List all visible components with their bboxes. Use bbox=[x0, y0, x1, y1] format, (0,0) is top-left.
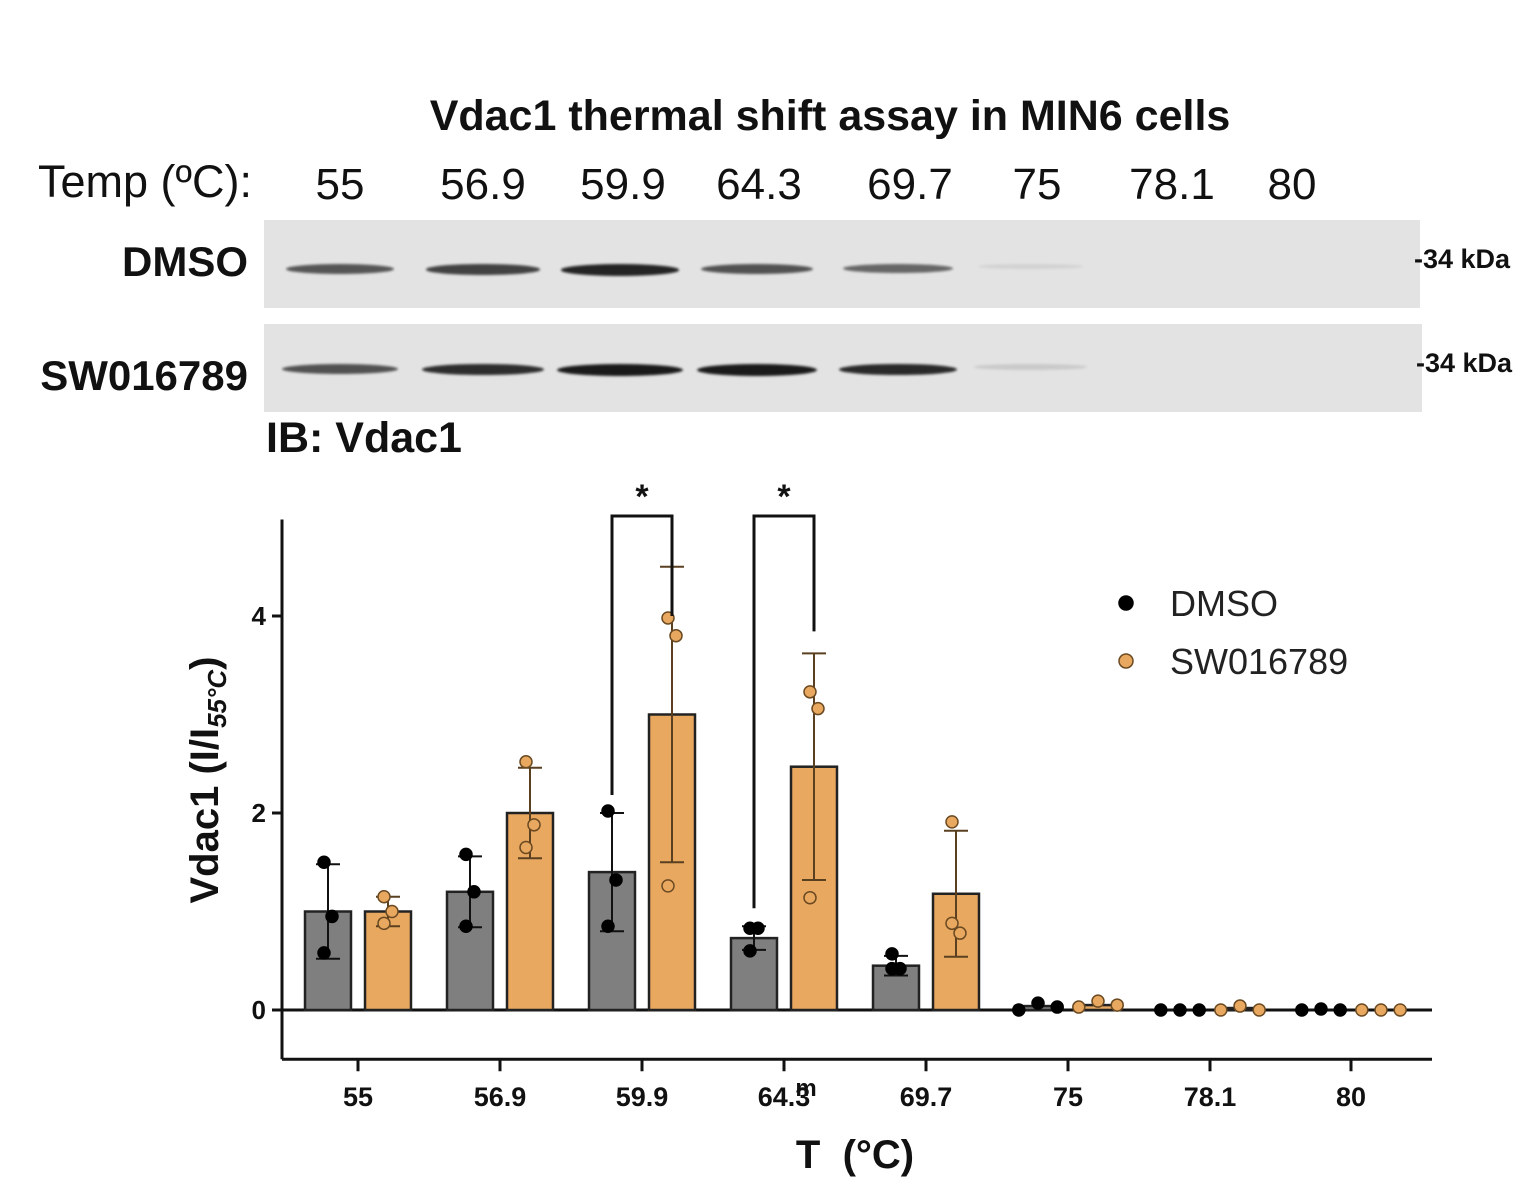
data-point bbox=[743, 944, 757, 958]
data-point bbox=[519, 755, 533, 769]
lane-temp-5: 69.7 bbox=[867, 160, 953, 209]
blot-row-label-sw016789: SW016789 bbox=[40, 352, 248, 399]
legend-marker bbox=[1118, 653, 1134, 669]
data-point bbox=[1192, 1003, 1206, 1017]
x-tick-label: 78.1 bbox=[1184, 1082, 1237, 1112]
data-point bbox=[811, 701, 825, 716]
data-point bbox=[1393, 1003, 1407, 1017]
immunoblot-label: IB: Vdac1 bbox=[266, 414, 462, 462]
data-point bbox=[1314, 1002, 1328, 1016]
data-point bbox=[317, 946, 331, 960]
blot-strip-sw016789 bbox=[264, 324, 1422, 412]
data-point bbox=[1214, 1003, 1228, 1017]
legend-label: SW016789 bbox=[1170, 641, 1348, 682]
x-tick-label: 55 bbox=[343, 1082, 373, 1112]
data-point bbox=[803, 890, 817, 905]
x-tick-label: 80 bbox=[1336, 1082, 1366, 1112]
x-axis-label: T (°C) bbox=[796, 1133, 914, 1177]
x-tick-label: 56.9 bbox=[474, 1082, 527, 1112]
data-point bbox=[803, 685, 817, 699]
data-point bbox=[1012, 1003, 1026, 1017]
y-axis-label: Vdac1 (I/I55°C) bbox=[183, 656, 232, 903]
data-point bbox=[519, 840, 533, 855]
data-point bbox=[945, 916, 959, 931]
lane-temp-4: 64.3 bbox=[716, 160, 802, 209]
data-point bbox=[885, 961, 899, 976]
blot-band bbox=[557, 364, 683, 376]
lane-temp-1: 55 bbox=[315, 160, 365, 209]
temperature-label: Temp (ºC): bbox=[38, 156, 252, 207]
data-point bbox=[1031, 996, 1045, 1010]
data-point bbox=[1374, 1003, 1388, 1017]
blot-band bbox=[697, 364, 817, 376]
blot-band bbox=[977, 264, 1083, 270]
data-point bbox=[459, 847, 473, 862]
blot-band bbox=[701, 264, 813, 275]
data-point bbox=[885, 947, 899, 961]
data-point bbox=[459, 919, 473, 934]
data-point bbox=[385, 904, 399, 919]
legend-marker bbox=[1118, 595, 1134, 611]
blot-band bbox=[286, 264, 394, 274]
x-tick-label: 69.7 bbox=[900, 1082, 953, 1112]
data-point bbox=[1110, 998, 1124, 1012]
lane-temp-2: 56.9 bbox=[440, 160, 526, 209]
lane-temp-3: 59.9 bbox=[580, 160, 666, 209]
significance-label: * bbox=[777, 478, 791, 516]
data-point bbox=[527, 818, 541, 832]
data-point bbox=[601, 804, 615, 818]
data-point bbox=[1295, 1003, 1309, 1017]
legend-label: DMSO bbox=[1170, 583, 1278, 624]
data-point bbox=[377, 889, 391, 904]
data-point bbox=[1154, 1003, 1168, 1017]
significance-bracket bbox=[752, 514, 816, 909]
kda-marker-dmso: -34 kDa bbox=[1414, 244, 1511, 274]
y-tick-label: 2 bbox=[252, 798, 266, 828]
x-tick-label: 59.9 bbox=[616, 1082, 669, 1112]
data-point bbox=[661, 879, 675, 893]
data-point bbox=[325, 909, 339, 924]
blot-row-label-dmso: DMSO bbox=[122, 238, 248, 285]
blot-strip-dmso bbox=[264, 220, 1420, 308]
figure-title: Vdac1 thermal shift assay in MIN6 cells bbox=[429, 92, 1231, 140]
stray-axis-mark: m bbox=[795, 1075, 816, 1102]
data-point bbox=[1233, 999, 1247, 1013]
data-point bbox=[945, 815, 959, 829]
data-point bbox=[317, 855, 331, 869]
data-point bbox=[1355, 1003, 1369, 1017]
blot-band bbox=[282, 364, 398, 375]
data-point bbox=[1050, 1000, 1064, 1014]
blot-band bbox=[973, 364, 1087, 370]
data-point bbox=[609, 873, 623, 887]
significance-label: * bbox=[635, 478, 649, 516]
blot-band bbox=[839, 364, 957, 376]
x-tick-label: 75 bbox=[1053, 1082, 1083, 1112]
y-tick-label: 0 bbox=[252, 995, 266, 1025]
y-tick-label: 4 bbox=[252, 601, 267, 631]
significance-bracket bbox=[610, 514, 674, 795]
data-point bbox=[953, 926, 967, 940]
data-point bbox=[467, 885, 481, 899]
data-point bbox=[601, 919, 615, 934]
blot-band bbox=[561, 264, 679, 276]
data-point bbox=[1252, 1003, 1266, 1017]
data-point bbox=[1173, 1003, 1187, 1017]
data-point bbox=[1072, 1000, 1086, 1014]
lane-temp-8: 80 bbox=[1267, 160, 1317, 209]
kda-marker-sw016789: -34 kDa bbox=[1416, 348, 1513, 378]
blot-band bbox=[843, 264, 953, 274]
data-point bbox=[377, 916, 391, 931]
data-point bbox=[1333, 1003, 1347, 1017]
data-point bbox=[669, 628, 683, 643]
blot-band bbox=[426, 264, 540, 275]
data-point bbox=[751, 921, 765, 935]
blot-band bbox=[422, 364, 544, 376]
x-tick-label: 64.3 bbox=[758, 1082, 811, 1112]
bar bbox=[303, 910, 353, 1012]
lane-temp-7: 78.1 bbox=[1129, 160, 1215, 209]
lane-temp-6: 75 bbox=[1012, 160, 1062, 209]
data-point bbox=[1091, 994, 1105, 1008]
